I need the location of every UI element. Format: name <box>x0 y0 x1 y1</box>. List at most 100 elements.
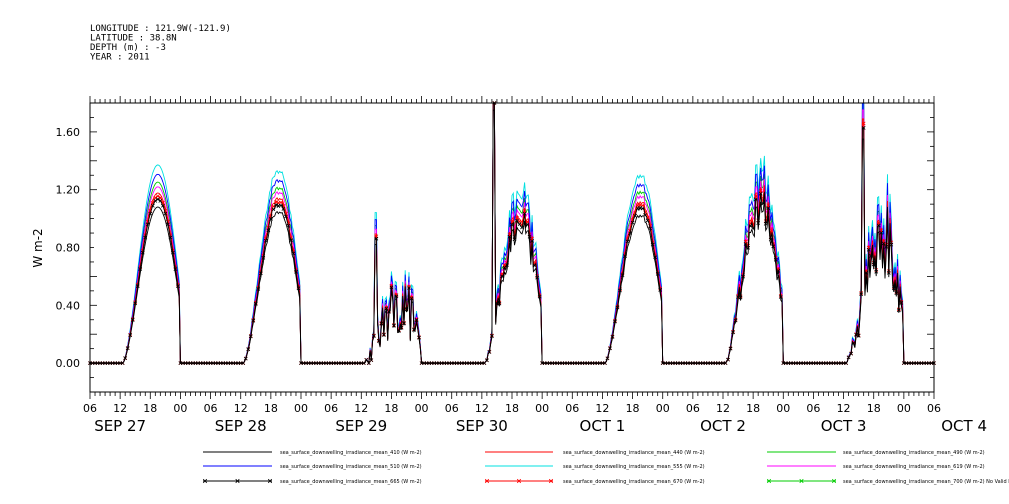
series-marker-6 <box>525 222 529 227</box>
header-line-0: LONGITUDE : 121.9W(-121.9) <box>90 24 231 34</box>
x-tick-label: 12 <box>354 402 368 415</box>
series-marker-6 <box>640 206 645 211</box>
x-tick-label: 18 <box>626 402 640 415</box>
x-tick-label: 00 <box>897 402 911 415</box>
date-label: SEP 27 <box>94 417 146 435</box>
y-tick-label: 1.60 <box>56 126 81 139</box>
date-label: SEP 30 <box>456 417 508 435</box>
series-marker-6 <box>510 222 514 227</box>
series-marker-6 <box>876 223 881 228</box>
legend-label-6: sea_surface_downwelling_irradiance_mean_… <box>280 479 422 485</box>
series-marker-6 <box>279 203 283 208</box>
x-tick-label: 06 <box>927 402 941 415</box>
series-marker-6 <box>748 224 753 228</box>
series-marker-6 <box>158 198 163 203</box>
legend-marker-6 <box>267 478 273 484</box>
series-marker-6 <box>766 206 771 210</box>
legend-marker-8 <box>766 478 772 484</box>
series-marker-7 <box>758 188 763 193</box>
series-marker-6 <box>150 203 155 208</box>
series-marker-6 <box>409 296 414 301</box>
x-tick-label: 06 <box>204 402 218 415</box>
series-marker-6 <box>407 286 411 290</box>
series-marker-7 <box>271 204 276 209</box>
series-marker-6 <box>507 234 512 239</box>
series-marker-6 <box>861 126 866 130</box>
series-marker-6 <box>881 241 886 246</box>
x-tick-label: 18 <box>143 402 157 415</box>
legend-marker-8 <box>799 478 804 484</box>
series-marker-6 <box>281 207 286 211</box>
x-tick-label: 06 <box>445 402 459 415</box>
series-marker-7 <box>153 195 158 200</box>
legend-marker-7 <box>548 478 554 484</box>
series-marker-6 <box>500 274 504 279</box>
legend-label-4: sea_surface_downwelling_irradiance_mean_… <box>563 464 705 470</box>
y-axis-title: W m-2 <box>31 228 45 267</box>
series-marker-6 <box>271 207 276 212</box>
legend-marker-8 <box>831 478 837 484</box>
x-tick-label: 12 <box>837 402 851 415</box>
date-label: SEP 28 <box>215 417 267 435</box>
series-marker-6 <box>389 285 394 290</box>
date-label: OCT 4 <box>941 417 987 435</box>
series-marker-7 <box>273 200 278 204</box>
series-marker-6 <box>638 205 642 210</box>
legend: sea_surface_downwelling_irradiance_mean_… <box>202 450 1009 485</box>
series-marker-6 <box>633 214 637 218</box>
legend-marker-6 <box>202 478 208 484</box>
series-marker-6 <box>394 294 399 299</box>
y-tick-label: 0.40 <box>56 299 81 312</box>
legend-label-0: sea_surface_downwelling_irradiance_mean_… <box>280 450 422 456</box>
series-marker-6 <box>879 230 884 235</box>
series-line-0 <box>90 109 934 365</box>
series-marker-6 <box>374 236 379 241</box>
x-tick-label: 06 <box>565 402 579 415</box>
series-marker-6 <box>155 197 160 202</box>
x-tick-label: 00 <box>294 402 308 415</box>
series-marker-7 <box>407 284 411 289</box>
header-line-1: LATITUDE : 38.8N <box>90 34 177 44</box>
series-marker-7 <box>409 295 414 300</box>
legend-marker-7 <box>516 478 522 484</box>
date-label: OCT 3 <box>821 417 867 435</box>
series-marker-6 <box>163 211 168 216</box>
series-marker-7 <box>638 202 642 207</box>
x-tick-label: 12 <box>113 402 127 415</box>
x-tick-label: 00 <box>535 402 549 415</box>
legend-marker-7 <box>484 478 490 484</box>
x-tick-label: 00 <box>173 402 187 415</box>
x-tick-label: 18 <box>867 402 881 415</box>
series-marker-7 <box>389 283 394 288</box>
series-marker-6 <box>522 211 527 216</box>
series-marker-6 <box>256 287 261 291</box>
series-marker-6 <box>753 197 758 202</box>
series-marker-6 <box>758 191 763 196</box>
date-label: SEP 29 <box>335 417 387 435</box>
series-marker-6 <box>384 306 389 311</box>
header-info: LONGITUDE : 121.9W(-121.9)LATITUDE : 38.… <box>90 24 231 63</box>
series-marker-6 <box>284 214 288 219</box>
series-marker-6 <box>515 218 519 223</box>
legend-label-7: sea_surface_downwelling_irradiance_mean_… <box>563 479 705 485</box>
axes: 06 12 18 00 06 12 18 00 06 12 18 00 06 12 18 00 06 12 18 00… <box>31 96 987 435</box>
series-marker-6 <box>153 198 158 203</box>
header-line-2: DEPTH (m) : -3 <box>90 43 166 53</box>
series-marker-7 <box>155 194 160 198</box>
series-marker-6 <box>625 239 630 244</box>
x-tick-label: 18 <box>505 402 519 415</box>
series-marker-6 <box>517 222 522 227</box>
series-marker-7 <box>515 216 519 220</box>
series-marker-7 <box>861 121 866 126</box>
legend-label-1: sea_surface_downwelling_irradiance_mean_… <box>563 450 705 456</box>
x-tick-label: 00 <box>415 402 429 415</box>
series-marker-7 <box>158 195 163 200</box>
y-tick-label: 0.00 <box>56 357 81 370</box>
y-tick-label: 1.20 <box>56 184 81 197</box>
series-marker-6 <box>630 220 635 225</box>
series-marker-6 <box>148 211 153 216</box>
x-tick-label: 12 <box>595 402 609 415</box>
x-tick-label: 18 <box>384 402 398 415</box>
